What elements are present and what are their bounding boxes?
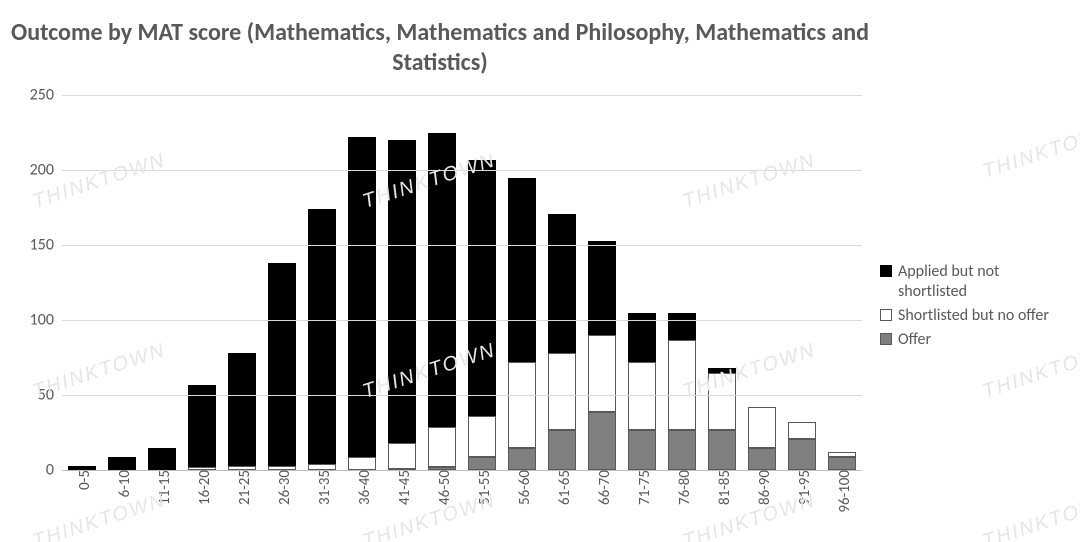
bar-segment-applied_not_shortlisted — [548, 214, 577, 354]
y-axis-label: 0 — [46, 461, 62, 480]
x-axis-label: 56-60 — [510, 470, 534, 505]
x-axis-label: 51-55 — [470, 470, 494, 505]
bar-segment-offer — [508, 448, 537, 471]
x-axis-label: 21-25 — [230, 470, 254, 505]
x-axis-label: 91-95 — [790, 470, 814, 505]
bar-segment-applied_not_shortlisted — [108, 457, 137, 471]
bar-segment-applied_not_shortlisted — [268, 263, 297, 466]
y-axis-label: 100 — [30, 311, 62, 330]
x-axis-label: 16-20 — [190, 470, 214, 505]
x-axis-label: 0-5 — [70, 470, 94, 490]
bar-segment-offer — [828, 457, 857, 471]
bars-layer: 0-56-1011-1516-2021-2526-3031-3536-4041-… — [62, 95, 862, 470]
x-axis-label: 61-65 — [550, 470, 574, 505]
bar-segment-applied_not_shortlisted — [668, 313, 697, 340]
legend-label: Shortlisted but no offer — [898, 306, 1070, 326]
bar-segment-shortlisted_no_offer — [508, 362, 537, 448]
bar-segment-offer — [628, 430, 657, 471]
x-axis-label: 81-85 — [710, 470, 734, 505]
bar-segment-shortlisted_no_offer — [588, 335, 617, 412]
legend-item-shortlisted_no_offer: Shortlisted but no offer — [880, 306, 1070, 326]
x-axis-label: 36-40 — [350, 470, 374, 505]
bar-segment-applied_not_shortlisted — [508, 178, 537, 363]
x-axis-label: 76-80 — [670, 470, 694, 505]
legend: Applied but not shortlisted Shortlisted b… — [880, 262, 1070, 354]
bar-segment-offer — [668, 430, 697, 471]
legend-item-offer: Offer — [880, 330, 1070, 350]
bar-segment-applied_not_shortlisted — [348, 137, 377, 457]
x-axis-label: 66-70 — [590, 470, 614, 505]
y-axis-label: 150 — [30, 236, 62, 255]
chart-container: Outcome by MAT score (Mathematics, Mathe… — [0, 0, 1080, 542]
bar-segment-shortlisted_no_offer — [668, 340, 697, 430]
bar-segment-offer — [748, 448, 777, 471]
bar-segment-applied_not_shortlisted — [468, 160, 497, 417]
x-axis-label: 31-35 — [310, 470, 334, 505]
bar-segment-applied_not_shortlisted — [708, 368, 737, 373]
legend-label: Applied but not shortlisted — [898, 262, 1070, 302]
legend-swatch — [880, 265, 892, 277]
plot-area: 0-56-1011-1516-2021-2526-3031-3536-4041-… — [62, 95, 862, 471]
x-axis-label: 6-10 — [110, 470, 134, 497]
bar-segment-applied_not_shortlisted — [428, 133, 457, 427]
legend-swatch — [880, 309, 892, 321]
y-axis-label: 50 — [38, 386, 62, 405]
x-axis-label: 11-15 — [150, 470, 174, 505]
x-axis-label: 96-100 — [830, 470, 854, 513]
legend-swatch — [880, 333, 892, 345]
grid-line — [62, 170, 862, 171]
y-axis-label: 250 — [30, 86, 62, 105]
bar-segment-applied_not_shortlisted — [188, 385, 217, 468]
grid-line — [62, 245, 862, 246]
bar-segment-applied_not_shortlisted — [228, 353, 257, 466]
bar-segment-shortlisted_no_offer — [388, 443, 417, 469]
bar-segment-offer — [548, 430, 577, 471]
bar-segment-shortlisted_no_offer — [788, 422, 817, 439]
bar-segment-shortlisted_no_offer — [548, 353, 577, 430]
legend-label: Offer — [898, 330, 1070, 350]
bar-segment-offer — [708, 430, 737, 471]
bar-segment-shortlisted_no_offer — [708, 373, 737, 430]
bar-segment-shortlisted_no_offer — [468, 416, 497, 457]
grid-line — [62, 320, 862, 321]
y-axis-label: 200 — [30, 161, 62, 180]
bar-segment-offer — [468, 457, 497, 471]
x-axis-label: 71-75 — [630, 470, 654, 505]
x-axis-label: 26-30 — [270, 470, 294, 505]
bar-segment-shortlisted_no_offer — [428, 427, 457, 468]
bar-segment-offer — [788, 439, 817, 471]
bar-segment-offer — [588, 412, 617, 471]
bar-segment-shortlisted_no_offer — [748, 407, 777, 448]
x-axis-label: 41-45 — [390, 470, 414, 505]
grid-line — [62, 95, 862, 96]
legend-item-applied_not_shortlisted: Applied but not shortlisted — [880, 262, 1070, 302]
x-axis-label: 86-90 — [750, 470, 774, 505]
grid-line — [62, 395, 862, 396]
x-axis-label: 46-50 — [430, 470, 454, 505]
bar-segment-shortlisted_no_offer — [828, 452, 857, 457]
bar-segment-applied_not_shortlisted — [148, 448, 177, 471]
bar-segment-applied_not_shortlisted — [308, 209, 337, 464]
bar-segment-applied_not_shortlisted — [388, 140, 417, 443]
bar-segment-shortlisted_no_offer — [348, 457, 377, 471]
chart-title: Outcome by MAT score (Mathematics, Mathe… — [0, 18, 880, 78]
